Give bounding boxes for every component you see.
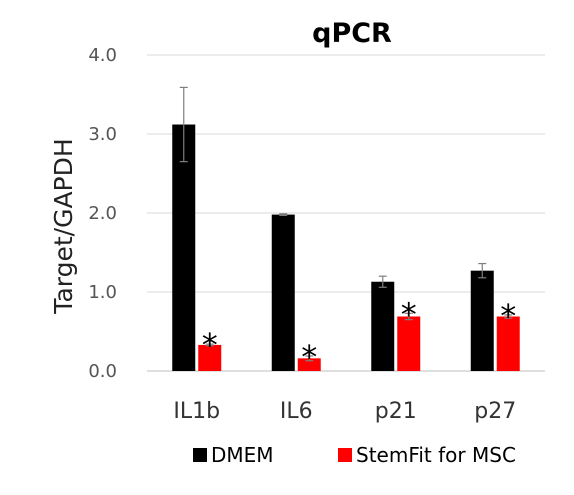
bar <box>198 344 222 371</box>
y-tick-label: 0.0 <box>88 361 117 382</box>
significance-marks: * * * * <box>202 295 517 376</box>
significance-star: * <box>401 295 417 333</box>
significance-star: * <box>202 326 218 364</box>
significance-star: * <box>500 297 516 335</box>
y-tick-labels: 0.0 1.0 2.0 3.0 4.0 <box>88 45 117 382</box>
bar <box>172 124 196 372</box>
y-axis-label: Target/GAPDH <box>49 138 78 314</box>
y-tick-label: 2.0 <box>88 203 117 224</box>
legend-label: DMEM <box>211 443 274 467</box>
x-tick-labels: IL1b IL6 p21 p27 <box>173 399 516 424</box>
x-tick-label: IL1b <box>173 399 220 424</box>
y-tick-label: 3.0 <box>88 124 117 145</box>
error-bars <box>179 86 513 362</box>
legend-swatch <box>193 448 207 462</box>
bar <box>271 214 295 371</box>
bar <box>496 316 520 371</box>
y-tick-label: 4.0 <box>88 45 117 66</box>
legend-label: StemFit for MSC <box>356 443 516 467</box>
bars <box>172 124 520 372</box>
x-tick-label: IL6 <box>280 399 313 424</box>
chart-title: qPCR <box>312 18 392 49</box>
bar <box>371 281 395 371</box>
bar <box>297 358 321 371</box>
y-tick-label: 1.0 <box>88 282 117 303</box>
x-tick-label: p27 <box>474 399 516 424</box>
legend-swatch <box>338 448 352 462</box>
bar <box>397 316 421 371</box>
significance-star: * <box>301 338 317 376</box>
x-tick-label: p21 <box>375 399 417 424</box>
legend: DMEM StemFit for MSC <box>193 443 516 467</box>
bar <box>470 270 494 371</box>
